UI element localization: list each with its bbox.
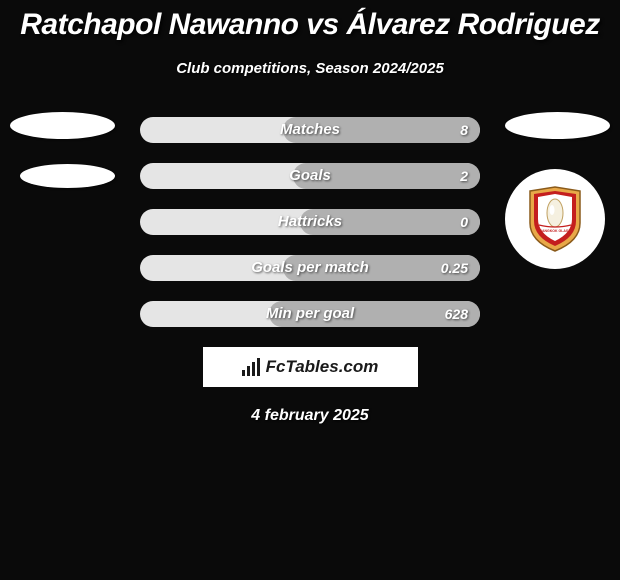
stat-value: 0.25 [441, 255, 468, 281]
stat-bar: Goals 2 [140, 163, 480, 189]
stat-bar: Min per goal 628 [140, 301, 480, 327]
stat-label: Min per goal [140, 301, 480, 327]
stat-bar: Matches 8 [140, 117, 480, 143]
badge-ellipse [10, 112, 115, 139]
shield-icon: BANGKOK GLASS [526, 185, 584, 253]
badge-ellipse [505, 112, 610, 139]
date-label: 4 february 2025 [0, 407, 620, 425]
chart-area: BANGKOK GLASS Matches 8 Goals 2 Hattrick… [0, 117, 620, 327]
badge-ellipse [20, 164, 115, 188]
season-subtitle: Club competitions, Season 2024/2025 [0, 60, 620, 77]
stat-bar: Hattricks 0 [140, 209, 480, 235]
stat-value: 0 [460, 209, 468, 235]
stat-label: Goals per match [140, 255, 480, 281]
stat-value: 8 [460, 117, 468, 143]
stat-label: Matches [140, 117, 480, 143]
bars-icon [242, 358, 260, 376]
player1-badges [10, 112, 115, 213]
stat-value: 2 [460, 163, 468, 189]
stat-bar: Goals per match 0.25 [140, 255, 480, 281]
stats-bars: Matches 8 Goals 2 Hattricks 0 Goals per … [140, 117, 480, 327]
stat-label: Goals [140, 163, 480, 189]
club-logo: BANGKOK GLASS [505, 169, 605, 269]
svg-text:BANGKOK GLASS: BANGKOK GLASS [539, 229, 571, 233]
stat-label: Hattricks [140, 209, 480, 235]
player2-badges: BANGKOK GLASS [505, 112, 610, 269]
brand-text: FcTables.com [266, 357, 379, 377]
comparison-title: Ratchapol Nawanno vs Álvarez Rodriguez [0, 0, 620, 42]
stat-value: 628 [445, 301, 468, 327]
brand-footer: FcTables.com [203, 347, 418, 387]
